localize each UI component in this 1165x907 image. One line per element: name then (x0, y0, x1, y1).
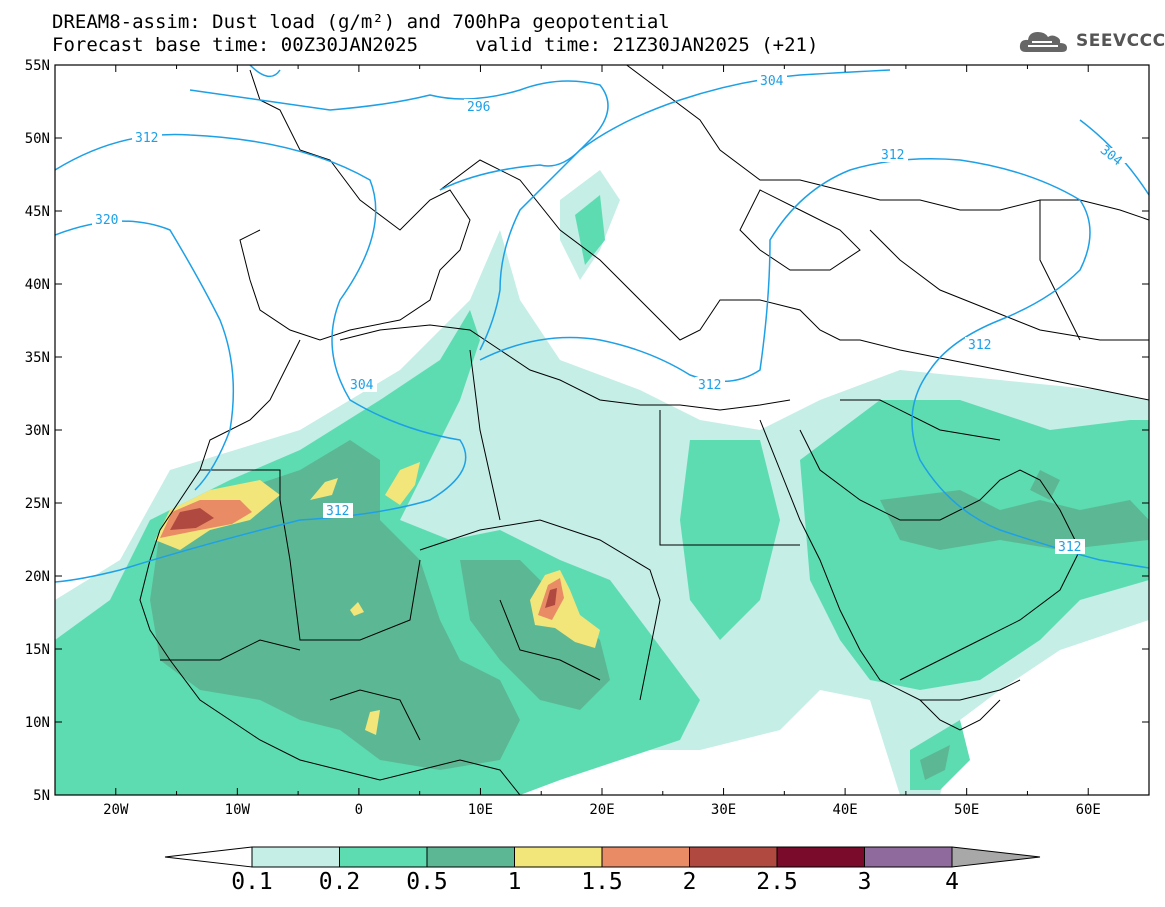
colorbar-segment (864, 846, 953, 868)
seevccc-logo: SEEVCCC (1018, 26, 1165, 56)
colorbar-segment (426, 846, 515, 868)
map-title: DREAM8-assim: Dust load (g/m²) and 700hP… (52, 11, 670, 33)
lat-tick-label: 10N (25, 715, 50, 731)
lat-tick-label: 35N (25, 350, 50, 366)
lon-tick-label: 50E (954, 802, 979, 818)
contour-label: 312 (698, 378, 721, 393)
lon-tick-label: 20E (589, 802, 614, 818)
colorbar-label: 0.2 (319, 869, 361, 895)
lat-tick-label: 15N (25, 642, 50, 658)
lat-tick-label: 5N (33, 788, 50, 804)
contour-label: 320 (95, 213, 118, 228)
colorbar-label: 0.1 (231, 869, 273, 895)
lon-tick-label: 10W (225, 802, 251, 818)
lat-tick-label: 45N (25, 204, 50, 220)
lat-tick-label: 55N (25, 58, 50, 74)
colorbar-over-triangle (951, 846, 1041, 868)
colorbar-label: 2.5 (756, 869, 798, 895)
colorbar-segment (601, 846, 690, 868)
logo-text: SEEVCCC (1076, 31, 1165, 51)
lat-tick-label: 20N (25, 569, 50, 585)
lon-tick-label: 60E (1076, 802, 1101, 818)
colorbar-segment (689, 846, 778, 868)
lon-tick-label: 10E (468, 802, 493, 818)
colorbar: 0.1 0.2 0.5 1 1.5 2 2.5 3 4 (164, 846, 1041, 895)
lon-tick-label: 40E (832, 802, 857, 818)
coastlines-borders (139, 65, 1149, 795)
contour-label: 304 (760, 74, 784, 89)
lat-tick-label: 30N (25, 423, 50, 439)
colorbar-label: 4 (945, 869, 959, 895)
map-plot-area: 312 320 304 296 312 304 312 304 312 312 … (55, 65, 1149, 795)
colorbar-segment (514, 846, 603, 868)
dust-level-6-areas (170, 508, 557, 608)
colorbar-label: 2 (683, 869, 697, 895)
colorbar-label: 3 (858, 869, 872, 895)
contour-label: 312 (326, 504, 349, 519)
lat-tick-label: 50N (25, 131, 50, 147)
lon-tick-label: 20W (103, 802, 129, 818)
contour-label: 312 (135, 131, 158, 146)
lat-tick-label: 25N (25, 496, 50, 512)
map-subtitle: Forecast base time: 00Z30JAN2025 valid t… (52, 34, 819, 56)
colorbar-label: 0.5 (406, 869, 448, 895)
contour-labels: 312 320 304 296 312 304 312 304 312 312 … (92, 73, 1127, 555)
contour-label: 304 (350, 378, 374, 393)
contour-label: 312 (968, 338, 991, 353)
contour-label: 312 (1058, 540, 1081, 555)
cloud-logo-icon (1019, 32, 1067, 52)
lon-tick-label: 0 (355, 802, 363, 818)
dust-level-3-areas (150, 440, 1149, 780)
contour-label: 296 (467, 100, 490, 115)
latitude-axis: 55N 50N 45N 40N 35N 30N 25N 20N 15N 10N 5N (25, 58, 1149, 804)
lat-tick-label: 40N (25, 277, 50, 293)
colorbar-segment (251, 846, 340, 868)
colorbar-label: 1 (508, 869, 522, 895)
colorbar-label: 1.5 (581, 869, 623, 895)
colorbar-under-triangle (164, 846, 253, 868)
contour-label: 312 (881, 148, 904, 163)
colorbar-segment (776, 846, 865, 868)
colorbar-segment (339, 846, 428, 868)
lon-tick-label: 30E (711, 802, 736, 818)
longitude-axis: 20W 10W 0 10E 20E 30E 40E 50E 60E (54, 65, 1150, 818)
